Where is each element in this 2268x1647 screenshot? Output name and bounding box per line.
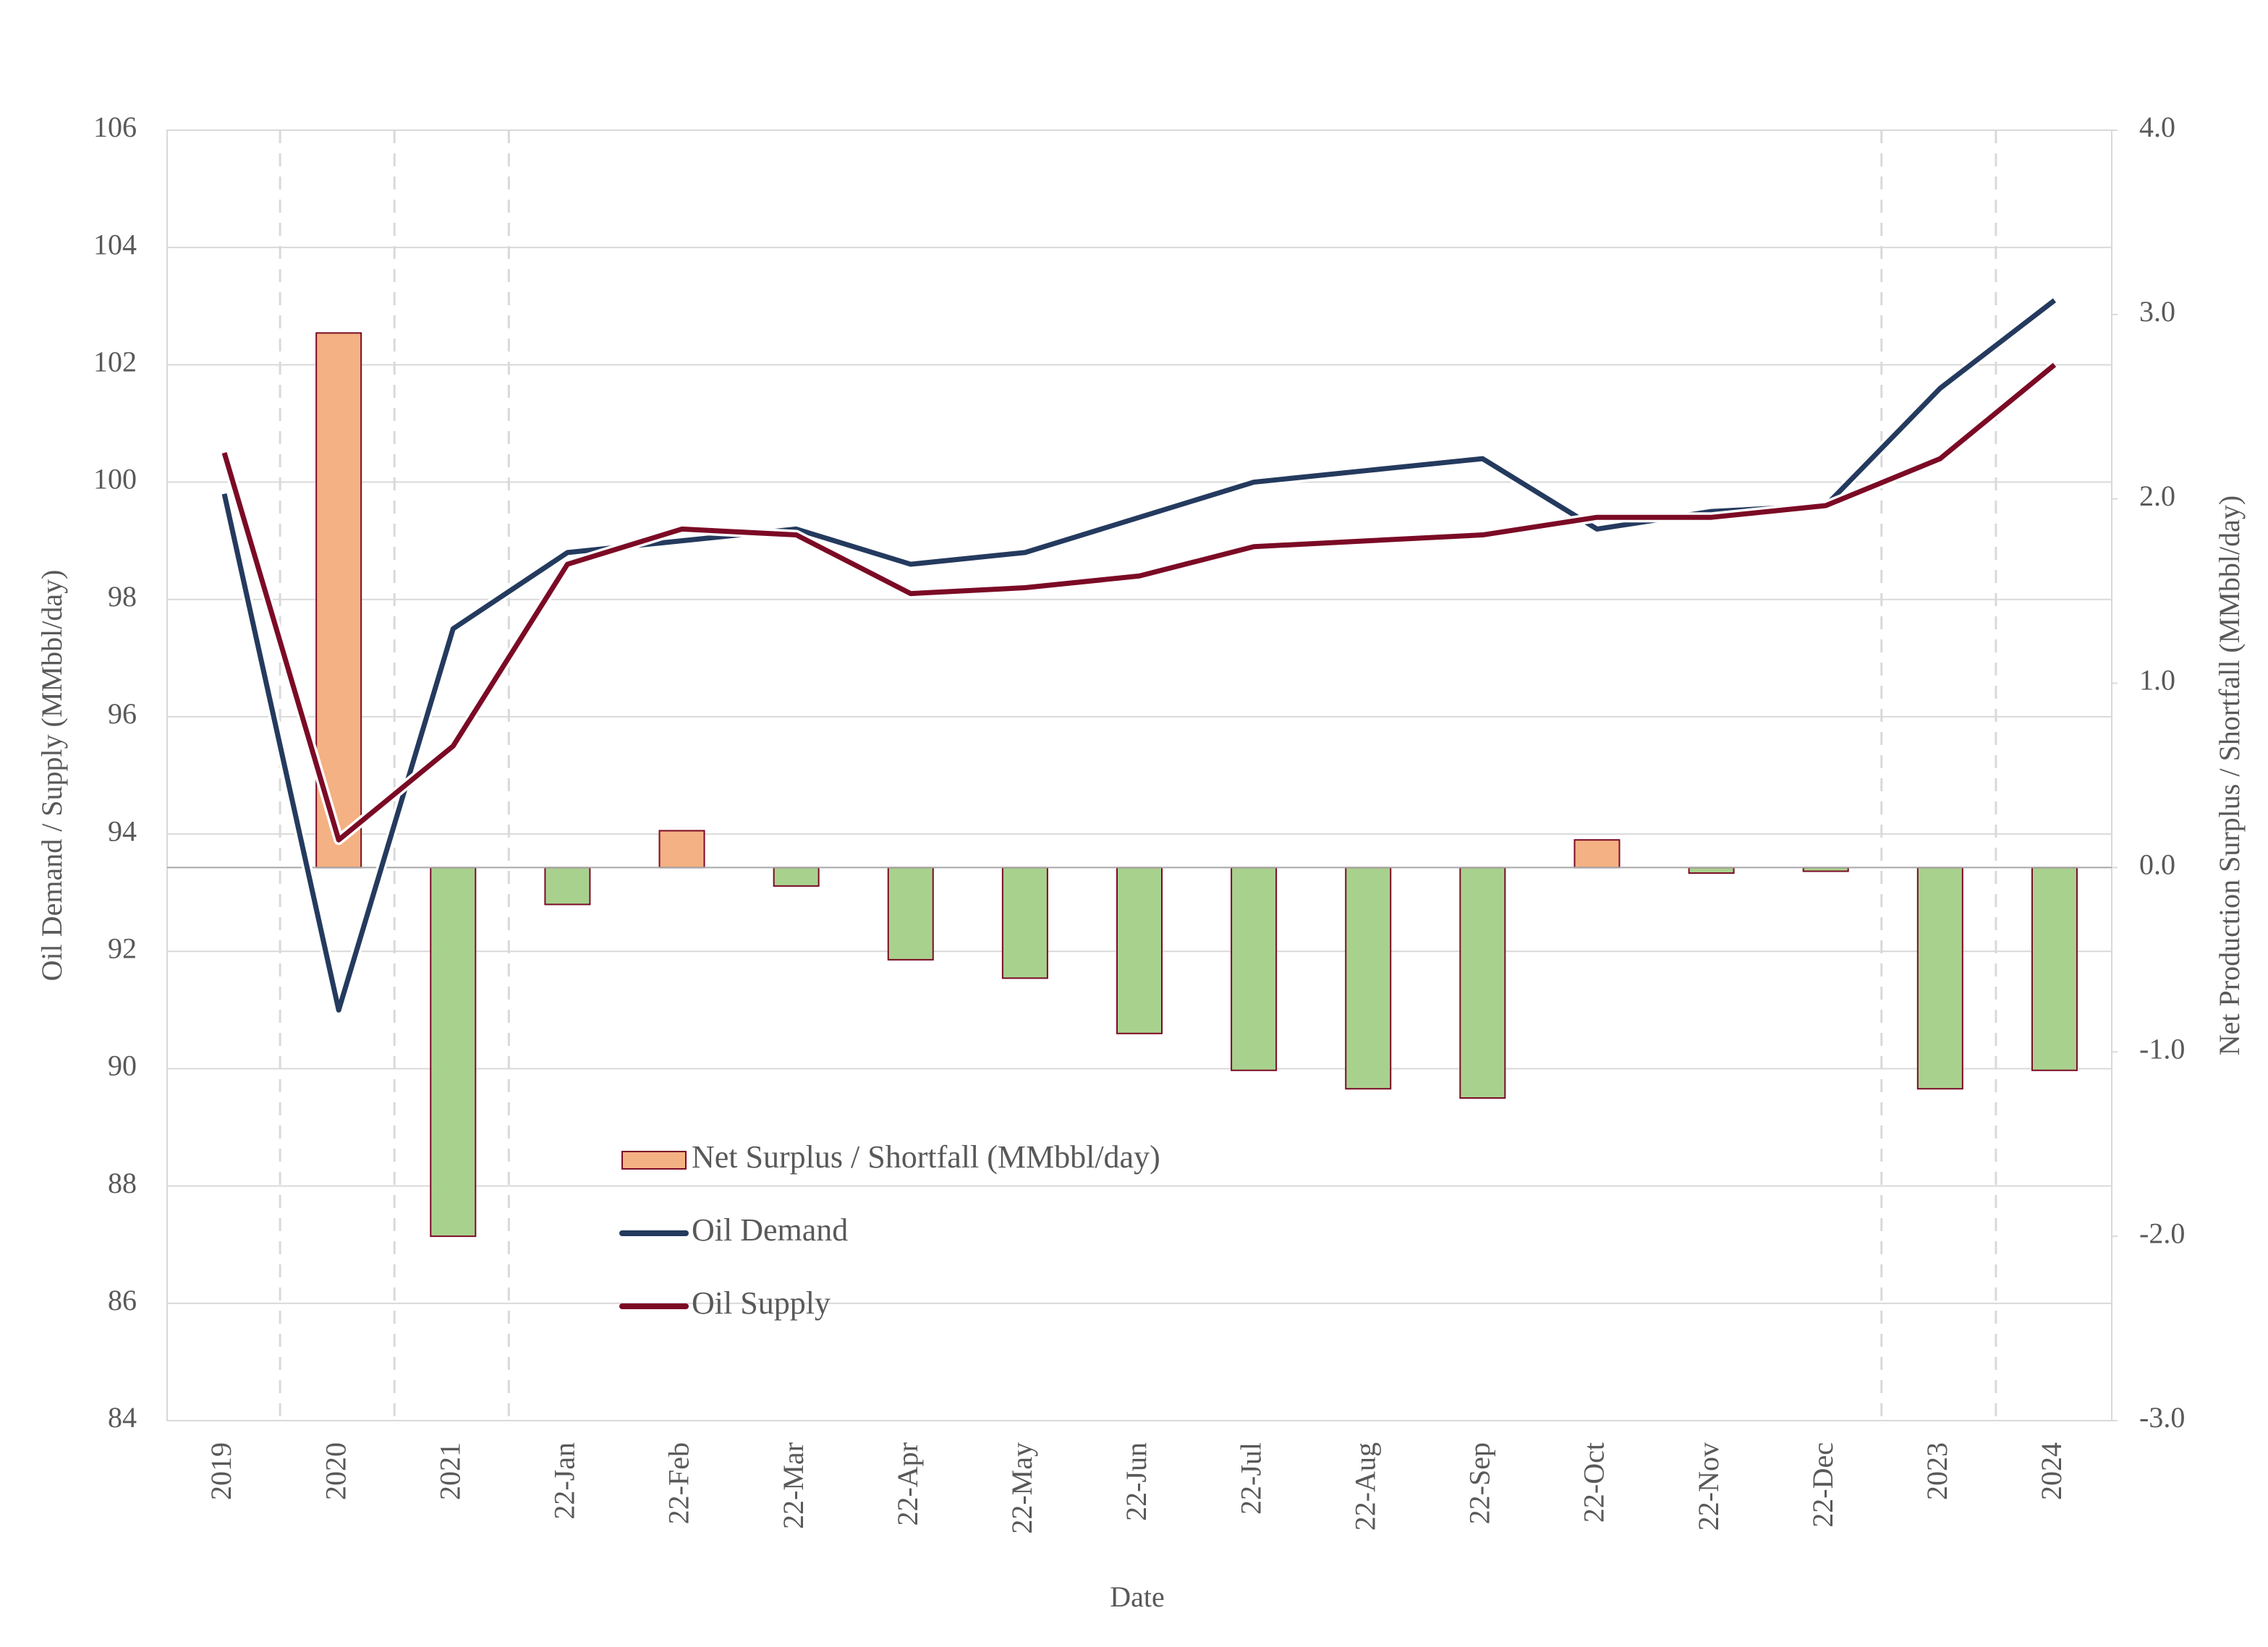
y-tick-label: 96	[108, 697, 137, 730]
x-tick-label: 22-Sep	[1464, 1442, 1496, 1524]
x-axis-label: Date	[1110, 1580, 1165, 1613]
y-tick-label: 90	[108, 1050, 137, 1082]
y2-tick-label: 0.0	[2139, 848, 2175, 881]
legend-label: Net Surplus / Shortfall (MMbbl/day)	[692, 1139, 1160, 1175]
y2-tick-label: 1.0	[2139, 664, 2175, 697]
bar	[887, 867, 934, 961]
legend-label: Oil Supply	[692, 1285, 831, 1321]
y-tick-label: 104	[93, 228, 137, 260]
y2-tick-label: -1.0	[2139, 1032, 2185, 1065]
y-tick-label: 100	[93, 463, 137, 495]
x-tick-label: 22-Aug	[1349, 1442, 1381, 1531]
y2-tick-label: -2.0	[2139, 1217, 2185, 1249]
x-tick-label: 22-Oct	[1578, 1442, 1610, 1523]
x-tick-label: 22-Jun	[1120, 1442, 1152, 1521]
y2-tick-label: 2.0	[2139, 480, 2175, 512]
y-tick-label: 84	[108, 1401, 137, 1434]
bar	[1573, 839, 1621, 869]
x-tick-label: 2024	[2035, 1442, 2068, 1500]
x-tick-label: 22-Feb	[663, 1442, 695, 1524]
y2-tick-label: 4.0	[2139, 111, 2175, 143]
y-axis-label: Oil Demand / Supply (MMbbl/day)	[35, 570, 68, 982]
y-tick-label: 98	[108, 580, 137, 613]
bar	[544, 867, 591, 906]
x-tick-label: 22-Apr	[891, 1442, 924, 1526]
y-tick-label: 88	[108, 1167, 137, 1199]
bar	[1345, 867, 1392, 1090]
bar	[773, 867, 820, 887]
bar	[658, 830, 705, 869]
y2-axis-label: Net Production Surplus / Shortfall (MMbb…	[2213, 495, 2246, 1055]
x-tick-label: 22-Jan	[548, 1442, 581, 1520]
bar	[2031, 867, 2078, 1071]
bar	[1688, 867, 1735, 874]
y-tick-label: 92	[108, 932, 137, 964]
x-tick-label: 2023	[1921, 1442, 1953, 1500]
y2-tick-label: -3.0	[2139, 1401, 2185, 1434]
y-tick-label: 94	[108, 814, 137, 847]
y-tick-label: 106	[93, 111, 137, 143]
x-tick-label: 22-Dec	[1806, 1442, 1839, 1528]
x-tick-label: 22-Nov	[1692, 1442, 1725, 1531]
y-tick-label: 102	[93, 346, 137, 378]
x-tick-label: 22-Jul	[1234, 1442, 1267, 1515]
bar	[1231, 867, 1278, 1071]
bar	[1001, 867, 1048, 979]
bar	[430, 867, 477, 1238]
x-tick-label: 22-Mar	[777, 1442, 810, 1529]
y2-tick-label: 3.0	[2139, 295, 2175, 328]
y-tick-label: 86	[108, 1284, 137, 1316]
bar	[1459, 867, 1506, 1099]
x-tick-label: 2020	[319, 1442, 352, 1500]
legend-label: Oil Demand	[692, 1212, 848, 1248]
line	[221, 362, 2057, 843]
bar	[1916, 867, 1963, 1090]
legend-swatch	[621, 1151, 687, 1170]
x-tick-label: 22-May	[1006, 1442, 1038, 1534]
x-tick-label: 2019	[205, 1442, 237, 1500]
x-tick-label: 2021	[433, 1442, 466, 1500]
bar	[1116, 867, 1163, 1034]
